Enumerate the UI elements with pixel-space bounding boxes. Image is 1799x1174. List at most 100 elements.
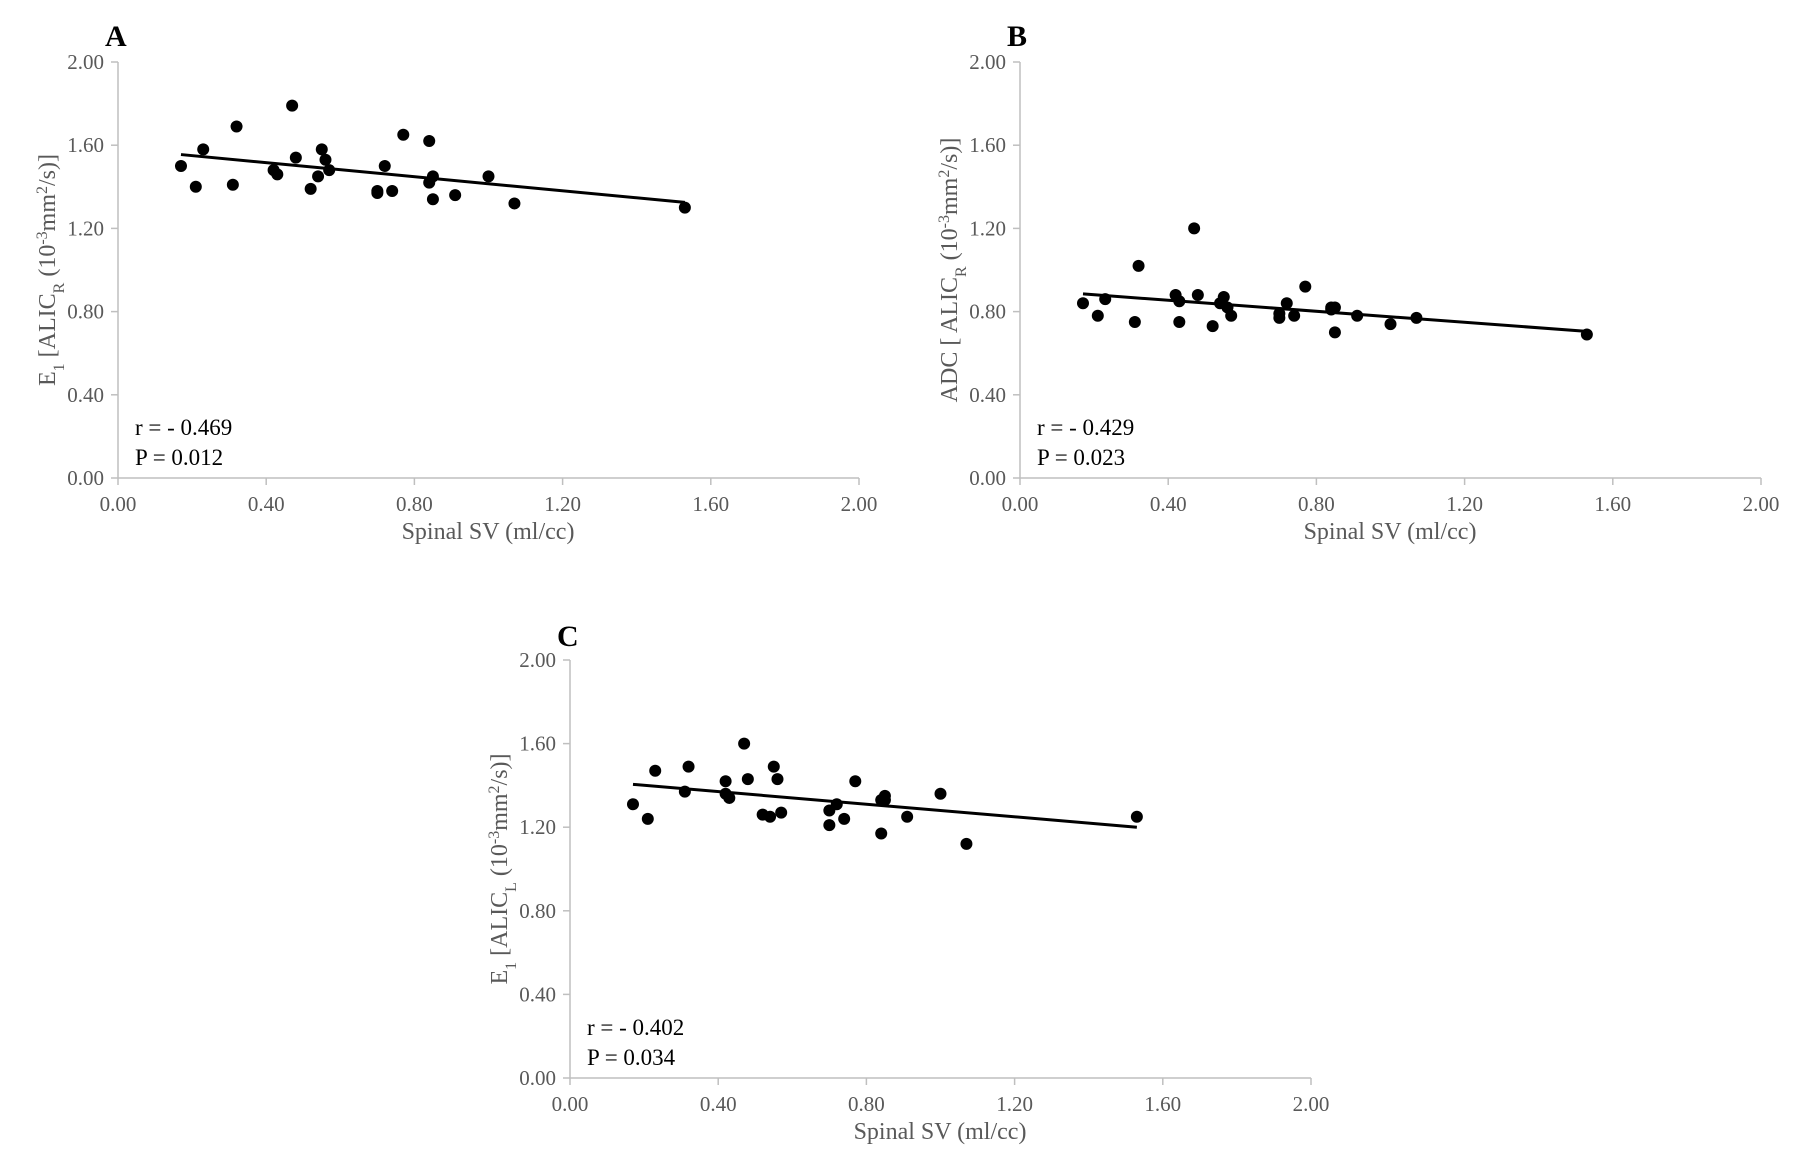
data-point — [226, 178, 239, 191]
stat-p: P = 0.023 — [1037, 445, 1125, 470]
data-point — [934, 787, 947, 800]
x-axis-title: Spinal SV (ml/cc) — [854, 1119, 1027, 1145]
x-tick-label: 0.80 — [848, 1092, 885, 1116]
x-tick-label: 0.00 — [100, 492, 137, 516]
data-point — [960, 837, 973, 850]
data-point — [878, 794, 891, 807]
data-point — [449, 189, 462, 202]
data-point — [641, 812, 654, 825]
x-tick-label: 1.60 — [1144, 1092, 1181, 1116]
data-point — [1328, 326, 1341, 339]
data-point — [286, 99, 299, 112]
data-point — [1225, 309, 1238, 322]
data-point — [426, 193, 439, 206]
x-tick-label: 2.00 — [1293, 1092, 1330, 1116]
stat-r: r = - 0.429 — [1037, 415, 1134, 440]
data-point — [1191, 288, 1204, 301]
data-point — [838, 812, 851, 825]
data-point — [626, 798, 639, 811]
y-tick-label: 0.80 — [969, 300, 1006, 324]
data-point — [289, 151, 302, 164]
data-point — [312, 170, 325, 183]
y-tick-label: 2.00 — [67, 50, 104, 74]
x-tick-label: 0.00 — [1002, 492, 1039, 516]
data-point — [1273, 311, 1286, 324]
x-axis-title: Spinal SV (ml/cc) — [1304, 519, 1477, 545]
x-tick-label: 2.00 — [1743, 492, 1780, 516]
y-tick-label: 0.80 — [519, 899, 556, 923]
y-tick-label: 1.20 — [519, 815, 556, 839]
data-point — [741, 773, 754, 786]
y-axis-title: ADC [ ALICR (10-3mm2/s)] — [936, 138, 970, 403]
x-tick-label: 1.60 — [692, 492, 729, 516]
panel-label: A — [105, 20, 127, 53]
data-point — [682, 760, 695, 773]
data-point — [319, 153, 332, 166]
data-point — [830, 798, 843, 811]
y-tick-label: 1.20 — [969, 216, 1006, 240]
data-point — [174, 160, 187, 172]
x-tick-label: 0.40 — [1150, 492, 1187, 516]
panel-label: B — [1007, 20, 1027, 53]
data-point — [1173, 295, 1186, 308]
x-tick-label: 0.80 — [396, 492, 433, 516]
x-tick-label: 1.20 — [544, 492, 581, 516]
y-tick-label: 1.60 — [519, 732, 556, 756]
data-point — [764, 810, 777, 823]
y-tick-label: 0.40 — [67, 383, 104, 407]
y-tick-label: 2.00 — [969, 50, 1006, 74]
data-point — [230, 120, 243, 133]
data-point — [649, 764, 662, 777]
panel-a: A 0.00 0.40 0.80 1.20 1.60 2.00 0.00 0.40 0.80 1… — [34, 20, 878, 545]
data-point — [1130, 810, 1143, 823]
x-tick-label: 1.60 — [1594, 492, 1631, 516]
data-point — [1076, 297, 1089, 310]
data-point — [1410, 311, 1423, 324]
data-point — [1351, 309, 1364, 322]
data-point — [397, 128, 410, 141]
data-point — [423, 135, 436, 148]
data-point — [1384, 318, 1397, 331]
panel-label: C — [557, 620, 579, 653]
x-tick-label: 1.20 — [1446, 492, 1483, 516]
data-point — [1173, 316, 1186, 328]
data-point — [738, 737, 751, 750]
data-point — [371, 187, 384, 200]
data-point — [1288, 309, 1301, 322]
y-tick-label: 0.00 — [67, 466, 104, 490]
data-point — [315, 143, 328, 156]
data-point — [304, 182, 317, 195]
y-tick-label: 0.00 — [969, 466, 1006, 490]
x-tick-label: 0.40 — [700, 1092, 737, 1116]
x-tick-label: 0.80 — [1298, 492, 1335, 516]
y-tick-label: 1.60 — [969, 133, 1006, 157]
data-point — [1206, 320, 1219, 333]
x-tick-label: 2.00 — [841, 492, 878, 516]
data-point — [678, 785, 691, 798]
data-point — [1328, 301, 1341, 314]
y-tick-label: 0.80 — [67, 300, 104, 324]
panel-c: C 0.00 0.40 0.80 1.20 1.60 2.00 0.00 0.40 0.80 1… — [486, 620, 1330, 1145]
y-axis-title: E1 [ALICR (10-3mm2/s)] — [34, 154, 68, 386]
data-point — [771, 773, 784, 786]
data-point — [508, 197, 521, 210]
y-tick-label: 0.00 — [519, 1066, 556, 1090]
data-point — [1280, 297, 1293, 310]
stat-p: P = 0.012 — [135, 445, 223, 470]
data-point — [1580, 328, 1593, 341]
data-point — [875, 827, 888, 840]
data-point — [482, 170, 495, 183]
data-point — [901, 810, 914, 823]
data-point — [271, 168, 284, 181]
data-point — [323, 164, 336, 177]
stat-r: r = - 0.469 — [135, 415, 232, 440]
data-point — [1099, 293, 1112, 306]
y-tick-label: 0.40 — [519, 982, 556, 1006]
panel-b: B 0.00 0.40 0.80 1.20 1.60 2.00 0.00 0.40 0.80 1… — [936, 20, 1780, 545]
data-point — [823, 819, 836, 832]
stat-r: r = - 0.402 — [587, 1015, 684, 1040]
x-tick-label: 0.00 — [552, 1092, 589, 1116]
y-axis-title: E1 [ALICL (10-3mm2/s)] — [486, 753, 520, 984]
data-point — [189, 180, 202, 193]
data-point — [1217, 291, 1230, 304]
